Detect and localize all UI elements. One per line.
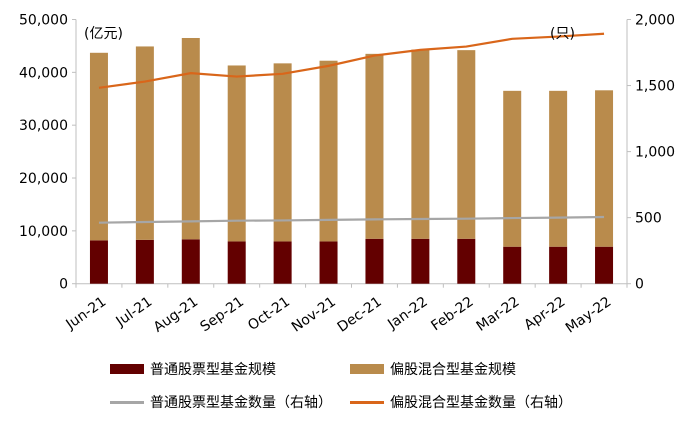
bar-Apr-22 (549, 90, 568, 247)
bar-Jan-22 (411, 49, 430, 239)
x-tick-label: Sep-21 (197, 294, 247, 335)
left-tick-label: 50,000 (19, 13, 68, 29)
x-tick-label: Oct-21 (245, 294, 293, 334)
left-axis-unit: (亿元) (84, 26, 123, 42)
line-series (98, 215, 605, 224)
x-tick-label: Jun-21 (63, 294, 110, 333)
bar-Jun-21 (89, 52, 108, 241)
left-tick-label: 0 (59, 277, 68, 293)
bar-Aug-21 (181, 239, 200, 284)
right-tick-label: 2,000 (635, 13, 675, 29)
bar-Mar-22 (503, 90, 522, 247)
left-tick-label: 40,000 (19, 65, 68, 81)
legend-swatch (110, 364, 144, 374)
x-tick-label: Nov-21 (289, 294, 339, 336)
x-tick-label: Aug-21 (151, 294, 201, 336)
right-tick-label: 0 (635, 277, 644, 293)
bar-Nov-21 (319, 60, 338, 242)
bar-Feb-22 (457, 238, 476, 284)
bar-Feb-22 (457, 50, 476, 239)
right-tick-label: 500 (635, 211, 662, 227)
bar-Oct-21 (273, 241, 292, 284)
bar-Nov-21 (319, 241, 338, 284)
legend-item-mixed-fund-count: 偏股混合型基金数量（右轴） (350, 392, 572, 412)
left-tick-label: 30,000 (19, 118, 68, 134)
right-tick-label: 1,000 (635, 145, 675, 161)
x-tick-label: Apr-22 (521, 294, 568, 334)
x-tick-label: May-22 (563, 294, 614, 337)
bar-May-22 (595, 246, 614, 284)
bar-Oct-21 (273, 63, 292, 242)
bar-Sep-21 (227, 65, 246, 242)
x-tick-label: Dec-21 (335, 294, 385, 336)
bar-Jun-21 (89, 240, 108, 284)
bar-Sep-21 (227, 241, 246, 284)
bar-Jul-21 (135, 239, 154, 284)
legend-label: 偏股混合型基金规模 (390, 362, 516, 378)
legend-swatch (350, 400, 384, 404)
legend-label: 普通股票型基金数量（右轴） (150, 395, 332, 411)
legend-item-stock-fund-size: 普通股票型基金规模 (110, 359, 276, 379)
line-series (98, 32, 605, 89)
legend-swatch (110, 400, 144, 404)
left-tick-label: 20,000 (19, 171, 68, 187)
bar-Aug-21 (181, 37, 200, 240)
x-tick-label: Mar-22 (474, 294, 523, 335)
right-tick-label: 1,500 (635, 79, 675, 95)
bar-Jan-22 (411, 238, 430, 284)
legend-item-stock-fund-count: 普通股票型基金数量（右轴） (110, 392, 332, 412)
legend-item-mixed-fund-size: 偏股混合型基金规模 (350, 359, 516, 379)
bar-Dec-21 (365, 53, 384, 239)
x-tick-label: Jul-21 (113, 294, 156, 330)
bar-Apr-22 (549, 246, 568, 284)
bar-Dec-21 (365, 238, 384, 284)
x-tick-label: Feb-22 (428, 294, 476, 334)
bar-Jul-21 (135, 46, 154, 240)
legend-label: 偏股混合型基金数量（右轴） (390, 395, 572, 411)
legend-label: 普通股票型基金规模 (150, 362, 276, 378)
right-axis-unit: (只) (550, 26, 575, 42)
left-tick-label: 10,000 (19, 224, 68, 240)
x-tick-label: Jan-22 (384, 294, 430, 333)
bar-Mar-22 (503, 246, 522, 284)
bar-May-22 (595, 90, 614, 247)
legend-swatch (350, 364, 384, 374)
